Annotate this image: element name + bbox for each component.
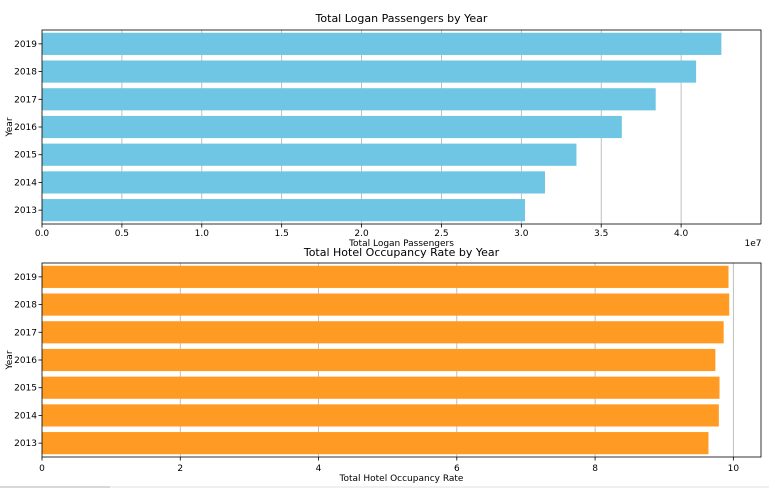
x-axis-label: Total Logan Passengers bbox=[348, 239, 454, 249]
y-tick-label: 2016 bbox=[14, 123, 37, 133]
bar-2013 bbox=[42, 199, 526, 222]
bar-2019 bbox=[42, 32, 722, 55]
bar-2018 bbox=[42, 60, 697, 83]
x-tick-label: 0.5 bbox=[115, 229, 129, 239]
bar-2015 bbox=[42, 376, 720, 399]
y-tick-label: 2018 bbox=[14, 68, 37, 78]
bottom-scroll-thumb bbox=[0, 486, 110, 488]
plot-frame bbox=[41, 29, 762, 225]
bottom-scroll-strip bbox=[0, 486, 769, 488]
y-tick-label: 2015 bbox=[14, 384, 37, 394]
bar-2015 bbox=[42, 143, 577, 166]
x-tick-label: 0.0 bbox=[35, 229, 50, 239]
x-tick-label: 2.0 bbox=[354, 229, 369, 239]
y-tick-label: 2018 bbox=[14, 301, 37, 311]
y-axis-label: Year bbox=[5, 117, 15, 137]
chart-title: Total Logan Passengers by Year bbox=[315, 12, 488, 25]
x-tick-label: 2.5 bbox=[434, 229, 448, 239]
y-tick-label: 2017 bbox=[14, 95, 37, 105]
chart-panel-2: 2013 2014 2015 2016 2017 2018 2019 0 2 4 6 8 10 Total… bbox=[5, 246, 762, 484]
chart-panel-1: 2013 2014 2015 2016 2017 2018 2019 0.0 0.5 1.0 1.5… bbox=[5, 12, 762, 249]
x-tick-label: 2 bbox=[177, 464, 183, 474]
x-tick-label: 4.0 bbox=[674, 229, 689, 239]
y-tick-label: 2015 bbox=[14, 151, 37, 161]
y-tick-label: 2016 bbox=[14, 356, 37, 366]
x-tick-label: 1.5 bbox=[275, 229, 289, 239]
x-axis-label: Total Hotel Occupancy Rate bbox=[339, 474, 464, 484]
y-tick-label: 2013 bbox=[14, 206, 37, 216]
x-tick-label: 0 bbox=[39, 464, 45, 474]
bar-2017 bbox=[42, 88, 656, 111]
y-tick-label: 2017 bbox=[14, 328, 37, 338]
bar-2016 bbox=[42, 115, 622, 139]
y-tick-label: 2013 bbox=[14, 439, 37, 449]
bar-2017 bbox=[42, 321, 724, 344]
y-tick-label: 2019 bbox=[14, 273, 37, 283]
bar-2014 bbox=[42, 404, 719, 427]
x-tick-label: 6 bbox=[454, 464, 460, 474]
x-tick-label: 3.0 bbox=[514, 229, 529, 239]
bar-2018 bbox=[42, 293, 730, 316]
x-tick-label: 8 bbox=[592, 464, 598, 474]
x-tick-label: 1.0 bbox=[195, 229, 210, 239]
x-tick-label: 4 bbox=[316, 464, 322, 474]
y-axis-label: Year bbox=[5, 350, 15, 370]
bar-2014 bbox=[42, 171, 545, 194]
y-tick-label: 2014 bbox=[14, 178, 37, 188]
x-axis-scale-label: 1e7 bbox=[745, 239, 762, 249]
bar-2016 bbox=[42, 348, 716, 372]
x-tick-label: 3.5 bbox=[594, 229, 608, 239]
y-tick-label: 2014 bbox=[14, 411, 37, 421]
y-tick-label: 2019 bbox=[14, 40, 37, 50]
x-tick-label: 10 bbox=[728, 464, 740, 474]
bar-2013 bbox=[42, 432, 709, 455]
chart-title: Total Hotel Occupancy Rate by Year bbox=[303, 246, 500, 259]
plot-frame bbox=[41, 262, 762, 458]
bar-2019 bbox=[42, 265, 729, 288]
